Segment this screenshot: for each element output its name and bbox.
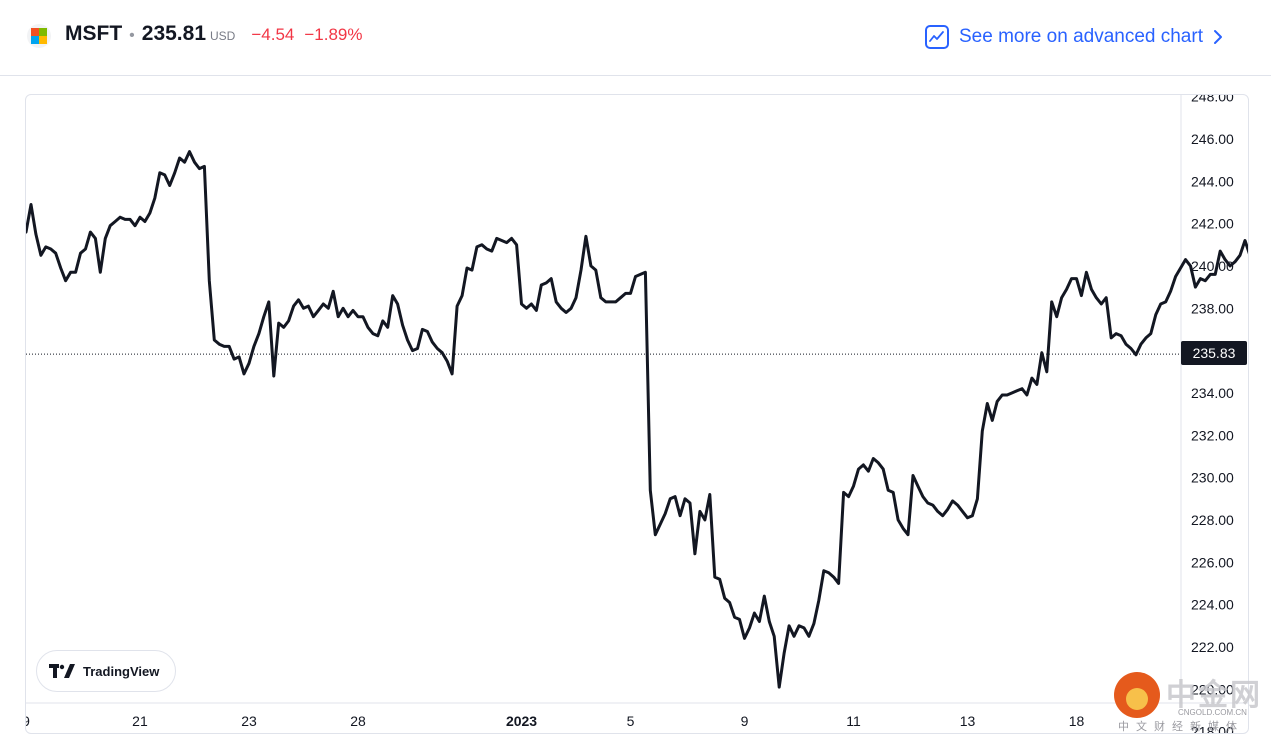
x-tick-label: 21 xyxy=(132,713,148,729)
microsoft-logo-icon xyxy=(27,24,51,48)
y-tick-label: 226.00 xyxy=(1191,554,1234,570)
separator-dot: • xyxy=(129,27,135,44)
x-tick-label: 9 xyxy=(741,713,749,729)
tradingview-badge[interactable]: TradingView xyxy=(36,650,176,692)
chart-line-icon xyxy=(925,25,949,49)
y-tick-label: 234.00 xyxy=(1191,385,1234,401)
y-tick-label: 232.00 xyxy=(1191,427,1234,443)
chevron-right-icon xyxy=(1214,30,1222,44)
last-value-label: 235.83 xyxy=(1181,341,1247,366)
y-tick-label: 242.00 xyxy=(1191,216,1234,232)
x-tick-label: 2023 xyxy=(506,713,537,729)
symbol-header: MSFT • 235.81 USD −4.54 −1.89% See more … xyxy=(0,0,1271,76)
x-tick-label: 23 xyxy=(241,713,257,729)
watermark-subtitle: 中文财经新媒体 xyxy=(1118,720,1244,733)
last-price: 235.81 xyxy=(141,22,206,45)
y-tick-label: 244.00 xyxy=(1191,173,1234,189)
y-tick-label: 218.00 xyxy=(1191,724,1234,734)
cngold-watermark: 中金网 CNGOLD.COM.CN 中文财经新媒体 xyxy=(1114,668,1264,736)
y-tick-label: 230.00 xyxy=(1191,470,1234,486)
advanced-chart-label: See more on advanced chart xyxy=(959,26,1203,47)
x-tick-label: 5 xyxy=(627,713,635,729)
chart-panel[interactable]: 248.00246.00244.00242.00240.00238.00236.… xyxy=(25,94,1249,734)
y-tick-label: 246.00 xyxy=(1191,131,1234,147)
price-chart[interactable]: 248.00246.00244.00242.00240.00238.00236.… xyxy=(26,95,1249,734)
quote-summary: MSFT • 235.81 USD −4.54 −1.89% xyxy=(65,22,363,52)
watermark-title: 中金网 xyxy=(1166,678,1262,713)
tradingview-logo-icon xyxy=(49,664,75,678)
tradingview-label: TradingView xyxy=(83,663,160,679)
y-tick-label: 224.00 xyxy=(1191,597,1234,613)
x-tick-label: 11 xyxy=(846,713,861,729)
y-tick-label: 238.00 xyxy=(1191,300,1234,316)
y-tick-label: 248.00 xyxy=(1191,95,1234,105)
cngold-logo-icon xyxy=(1114,672,1160,718)
price-change-percent: −1.89% xyxy=(304,25,363,44)
y-tick-label: 220.00 xyxy=(1191,681,1234,697)
watermark-url: CNGOLD.COM.CN xyxy=(1178,708,1247,717)
y-tick-label: 228.00 xyxy=(1191,512,1234,528)
symbol-ticker[interactable]: MSFT xyxy=(65,22,123,45)
advanced-chart-link[interactable]: See more on advanced chart xyxy=(925,24,1223,50)
x-tick-label: 28 xyxy=(350,713,366,729)
x-tick-label: 9 xyxy=(26,713,30,729)
price-change: −4.54 xyxy=(251,25,295,44)
currency-code: USD xyxy=(210,29,236,43)
x-tick-label: 18 xyxy=(1069,713,1085,729)
y-tick-label: 240.00 xyxy=(1191,258,1234,274)
x-tick-label: 13 xyxy=(960,713,976,729)
y-tick-label: 222.00 xyxy=(1191,639,1234,655)
price-series-line[interactable] xyxy=(26,150,1249,689)
